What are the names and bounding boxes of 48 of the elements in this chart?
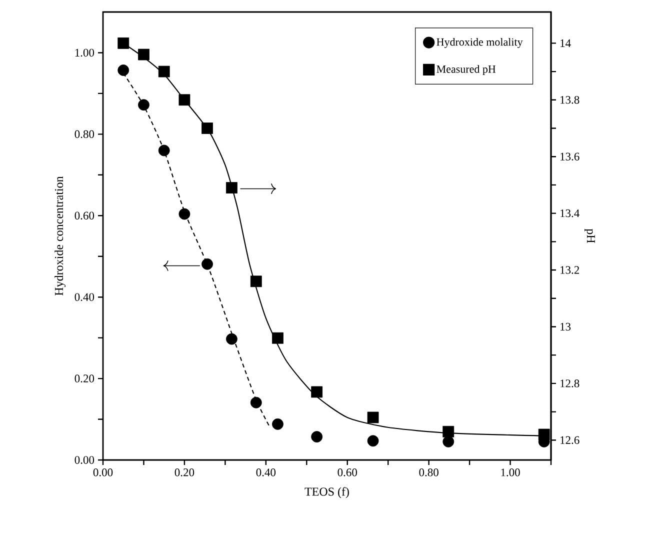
point — [158, 144, 170, 156]
point — [202, 122, 213, 134]
point — [138, 99, 150, 111]
point — [442, 436, 454, 448]
y2-tick-label: 13.2 — [560, 266, 580, 274]
point — [226, 333, 238, 345]
y2-tick-label: 12.6 — [560, 436, 580, 444]
legend-label: Hydroxide molality — [436, 38, 523, 48]
point — [367, 412, 379, 424]
y-tick-label: 0.80 — [74, 130, 94, 138]
point — [178, 94, 190, 106]
x-tick-label: 0.40 — [256, 468, 276, 476]
y2-tick-label: 13.4 — [560, 209, 580, 218]
point — [226, 182, 238, 194]
point — [367, 435, 379, 447]
y-tick-label: 0.00 — [74, 456, 94, 464]
x-tick-label: 0.20 — [174, 468, 194, 476]
x-axis-title: TEOS (f) — [304, 487, 349, 498]
point — [178, 208, 190, 220]
y2-tick-label: 13.8 — [560, 96, 580, 104]
y2-tick-label: 12.8 — [560, 380, 580, 388]
y-axis-title: Hydroxide concentration — [54, 176, 66, 296]
x-tick-label: 0.60 — [338, 468, 357, 476]
point — [538, 428, 550, 440]
point — [158, 66, 170, 78]
y-tick-label: 0.20 — [74, 374, 94, 382]
y2-tick-label: 13.6 — [560, 152, 580, 160]
y-tick-label: 0.60 — [74, 212, 94, 220]
point — [138, 48, 150, 60]
y-tick-label: 0.40 — [74, 293, 94, 301]
x-tick-label: 0.80 — [419, 468, 438, 476]
point — [202, 258, 213, 270]
y2-tick-label: 14 — [560, 39, 571, 47]
point — [311, 386, 323, 398]
point — [118, 64, 130, 76]
point — [442, 426, 454, 438]
point — [250, 396, 262, 408]
y2-axis-title: pH — [584, 228, 595, 243]
point — [311, 431, 323, 442]
y-tick-label: 1.00 — [75, 48, 94, 57]
y2-tick-label: 13 — [560, 322, 571, 331]
legend-label: Measured pH — [436, 65, 496, 76]
point — [250, 276, 262, 288]
x-tick-label: 0.00 — [93, 468, 113, 476]
point — [272, 332, 284, 344]
point — [118, 37, 130, 49]
point — [272, 418, 284, 430]
x-tick-label: 1.00 — [501, 468, 520, 476]
